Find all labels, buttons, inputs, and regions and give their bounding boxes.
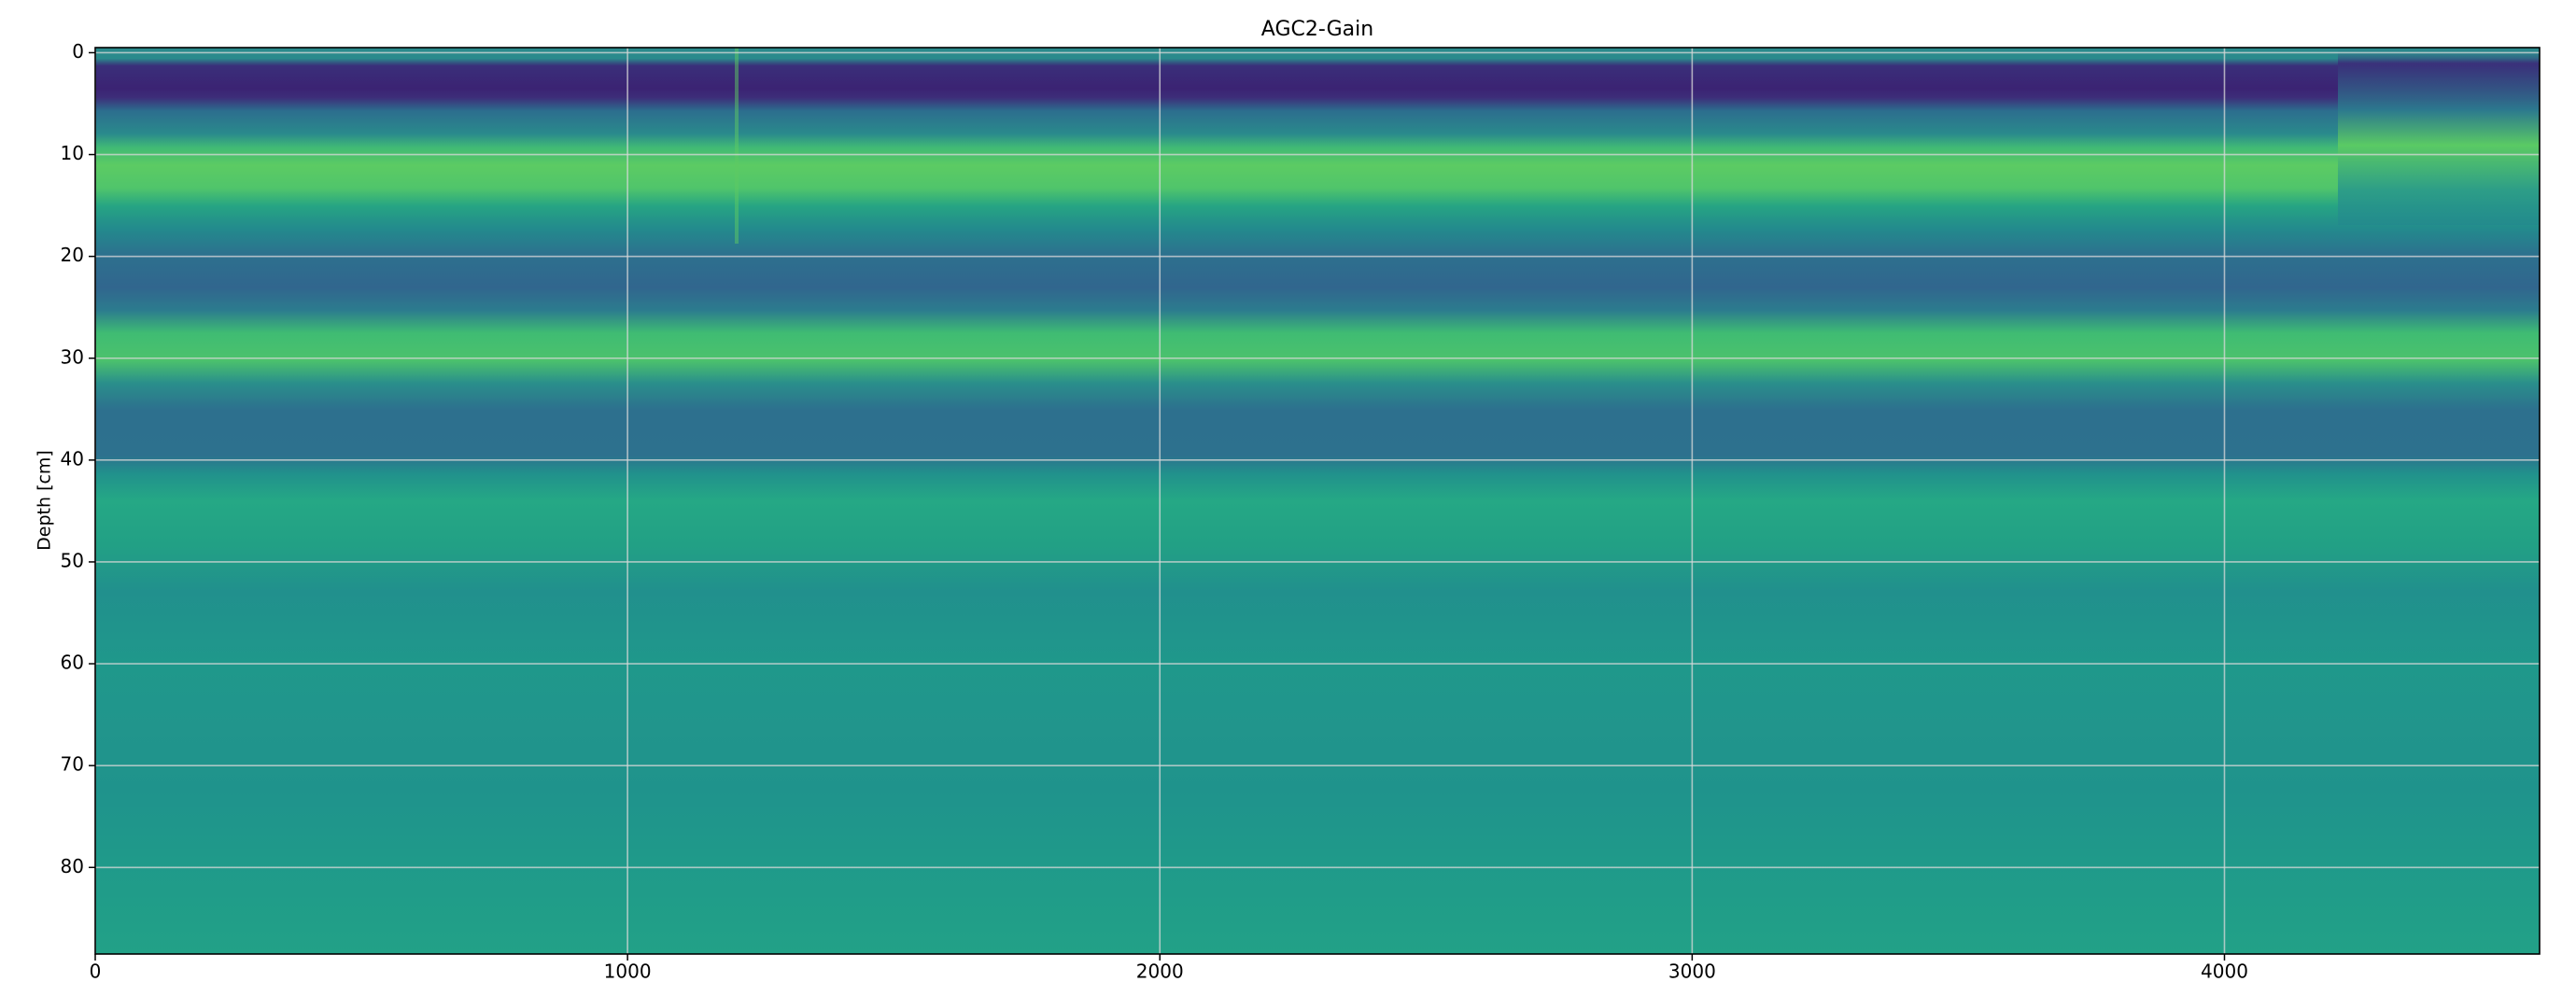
x-tick-label: 4000 <box>2201 961 2248 982</box>
y-tick-label: 70 <box>61 753 84 776</box>
x-tick-label: 1000 <box>604 961 652 982</box>
y-tick-label: 50 <box>61 549 84 571</box>
y-tick-label: 40 <box>61 447 84 470</box>
y-tick-label: 30 <box>61 345 84 368</box>
chart: 0 1000 2000 3000 4000 0 10 20 30 40 50 60 70 80 AGC2-… <box>0 0 2576 982</box>
plot-area <box>95 48 2540 954</box>
y-tick-label: 60 <box>61 652 84 674</box>
x-tick-label: 3000 <box>1668 961 1716 982</box>
heatmap-image-segment <box>2338 48 2540 225</box>
x-tick-label: 0 <box>90 961 102 982</box>
y-tick-label: 20 <box>61 244 84 266</box>
y-tick-label: 80 <box>61 855 84 877</box>
page: 0 1000 2000 3000 4000 0 10 20 30 40 50 60 70 80 AGC2-… <box>0 0 2576 982</box>
x-tick-label: 2000 <box>1136 961 1184 982</box>
heatmap-image <box>95 48 2540 954</box>
heatmap-artifact <box>735 48 739 244</box>
y-tick-label: 10 <box>61 142 84 164</box>
y-axis-label: Depth [cm] <box>35 450 55 551</box>
y-tick-label: 0 <box>72 40 84 63</box>
chart-title: AGC2-Gain <box>1261 18 1373 41</box>
